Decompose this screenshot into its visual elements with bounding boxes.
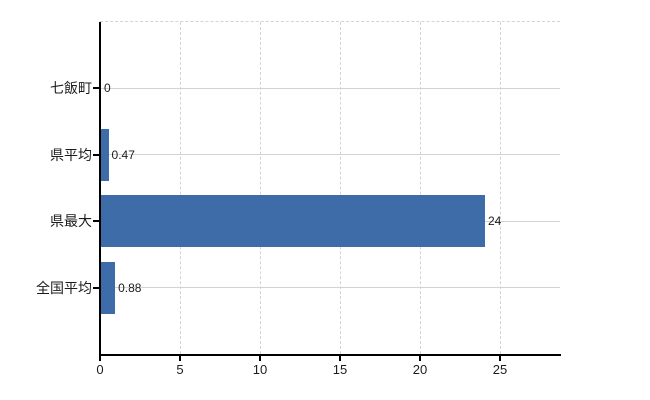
y-axis-tick xyxy=(93,87,100,90)
category-label: 県平均 xyxy=(50,146,92,163)
value-label: 0 xyxy=(104,81,111,96)
y-axis-tick xyxy=(93,286,100,289)
bar xyxy=(101,195,485,248)
x-tick-label: 5 xyxy=(176,362,184,377)
x-tick-label: 10 xyxy=(252,362,268,377)
x-tick-label: 0 xyxy=(96,362,104,377)
gridline-vertical xyxy=(500,22,501,354)
gridline-vertical xyxy=(260,22,261,354)
bar xyxy=(101,261,116,314)
gridline-vertical xyxy=(180,22,181,354)
value-label: 0.47 xyxy=(111,147,135,162)
x-axis-tick xyxy=(179,356,181,361)
x-axis-tick xyxy=(259,356,261,361)
x-tick-label: 20 xyxy=(412,362,428,377)
category-label: 七飯町 xyxy=(50,80,92,97)
x-axis xyxy=(99,354,561,356)
bar xyxy=(101,128,109,181)
y-axis-tick xyxy=(93,153,100,156)
category-label: 県最大 xyxy=(50,213,92,230)
x-axis-tick xyxy=(419,356,421,361)
gridline-horizontal xyxy=(100,287,560,289)
gridline-vertical xyxy=(420,22,421,354)
value-label: 24 xyxy=(488,214,502,229)
x-axis-tick xyxy=(339,356,341,361)
gridline-horizontal xyxy=(100,87,560,89)
gridline-vertical xyxy=(340,22,341,354)
value-label: 0.88 xyxy=(118,280,142,295)
gridline-horizontal xyxy=(100,154,560,156)
plot-top-border xyxy=(100,21,560,22)
x-tick-label: 25 xyxy=(492,362,508,377)
y-axis-tick xyxy=(93,220,100,223)
x-axis-tick xyxy=(499,356,501,361)
y-axis xyxy=(99,22,101,356)
category-label: 全国平均 xyxy=(36,279,92,296)
x-tick-label: 15 xyxy=(332,362,348,377)
gridline-horizontal xyxy=(100,220,560,222)
x-axis-tick xyxy=(99,356,101,361)
